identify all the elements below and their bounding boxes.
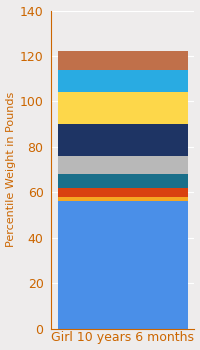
Bar: [58, 197, 188, 201]
Bar: [58, 188, 188, 197]
Y-axis label: Percentile Weight in Pounds: Percentile Weight in Pounds: [6, 92, 16, 247]
Bar: [58, 156, 188, 174]
Bar: [58, 201, 188, 329]
Bar: [58, 70, 188, 92]
Bar: [58, 174, 188, 188]
Bar: [58, 92, 188, 124]
Bar: [58, 51, 188, 70]
Bar: [58, 124, 188, 156]
